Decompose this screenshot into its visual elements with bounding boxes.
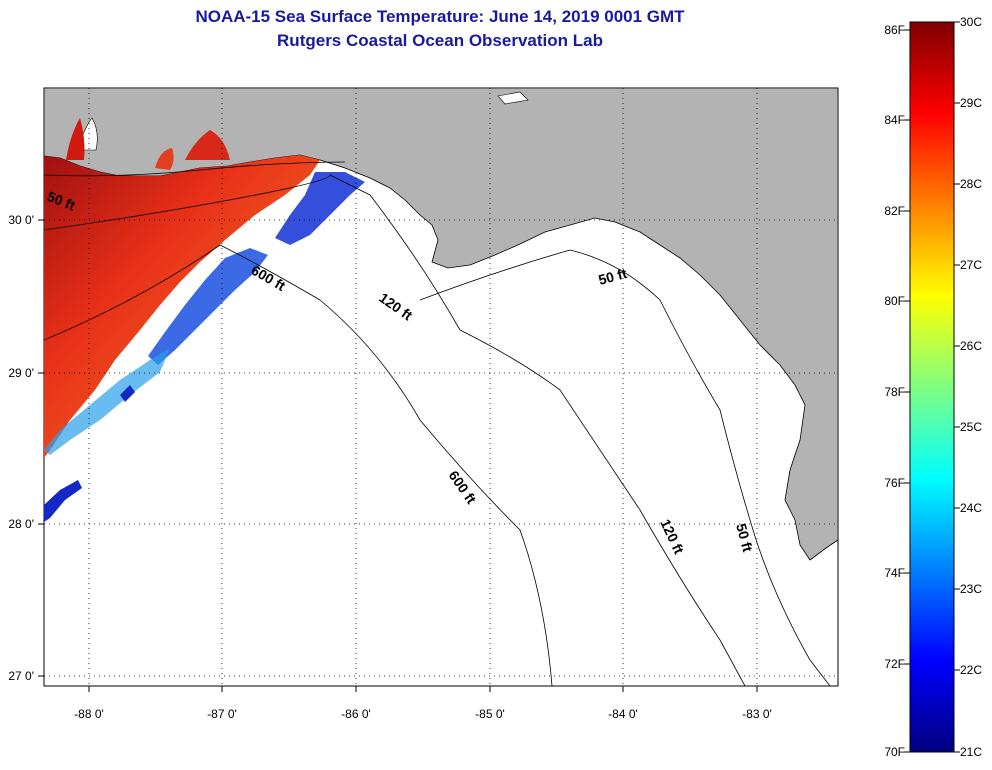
x-tick-label: -84 0' [608,707,638,721]
colorbar-label-f: 74F [884,566,905,580]
colorbar [909,21,955,753]
colorbar-label-c: 29C [960,96,982,110]
y-tick-label: 28 0' [8,517,34,531]
colorbar-label-f: 82F [884,204,905,218]
contour-label-50ft-south: 50 ft [733,522,756,554]
y-tick-label: 27 0' [8,669,34,683]
colorbar-label-c: 25C [960,420,982,434]
map-title: NOAA-15 Sea Surface Temperature: June 14… [195,7,685,26]
colorbar-label-c: 22C [960,663,982,677]
x-tick-label: -83 0' [742,707,772,721]
contour-600ft [44,244,553,686]
axis-ticks [38,219,758,692]
map-subtitle: Rutgers Coastal Ocean Observation Lab [277,31,603,50]
colorbar-label-c: 28C [960,177,982,191]
colorbar-label-c: 23C [960,582,982,596]
contour-120ft [44,174,746,686]
sst-cold-band [275,172,365,245]
sst-warm-region [44,155,320,458]
contour-50ft-west [44,161,346,177]
contour-label-50ft-east: 50 ft [597,265,629,288]
y-tick-label: 29 0' [8,366,34,380]
colorbar-label-f: 84F [884,113,905,127]
colorbar-label-c: 21C [960,745,982,759]
colorbar-label-f: 70F [884,745,905,759]
contour-50ft-east [419,249,831,686]
colorbar-label-f: 76F [884,476,905,490]
y-tick-label: 30 0' [8,213,34,227]
colorbar-label-f: 80F [884,294,905,308]
colorbar-label-f: 86F [884,23,905,37]
colorbar-label-c: 26C [960,339,982,353]
colorbar-label-f: 72F [884,657,905,671]
x-tick-label: -87 0' [207,707,237,721]
colorbar-label-c: 30C [960,15,982,29]
colorbar-label-f: 78F [884,385,905,399]
colorbar-label-c: 24C [960,501,982,515]
x-tick-label: -86 0' [341,707,371,721]
x-tick-label: -85 0' [475,707,505,721]
colorbar-label-c: 27C [960,258,982,272]
x-tick-label: -88 0' [74,707,104,721]
